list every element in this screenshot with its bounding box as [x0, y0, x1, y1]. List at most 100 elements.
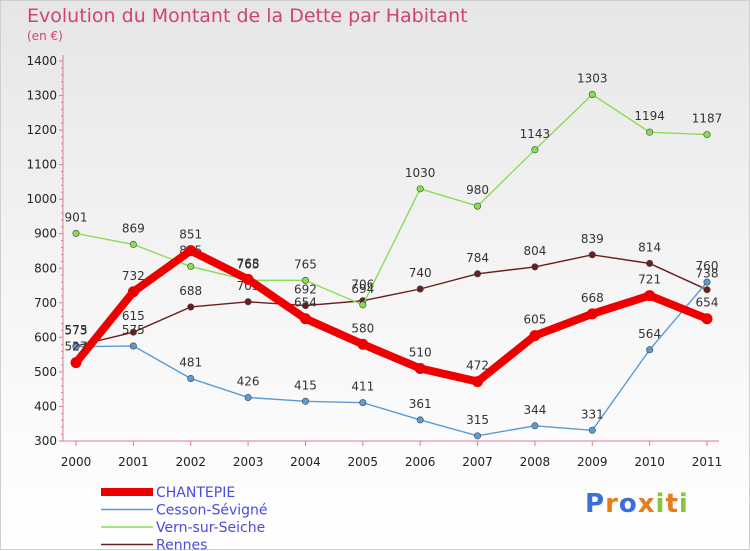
- data-point-cesson-sevigne: [417, 417, 423, 423]
- data-label-rennes: 692: [294, 283, 317, 297]
- logo-letter: i: [656, 489, 666, 519]
- data-label-cesson-sevigne: 481: [179, 355, 202, 369]
- data-point-chantepie: [587, 308, 598, 319]
- x-tick-label: 2007: [462, 455, 493, 469]
- data-point-chantepie: [300, 313, 311, 324]
- data-label-vern-sur-seiche: 869: [122, 221, 145, 235]
- data-point-chantepie: [644, 290, 655, 301]
- data-point-rennes: [245, 299, 251, 305]
- data-label-chantepie: 851: [179, 228, 202, 242]
- x-tick-label: 2004: [290, 455, 321, 469]
- data-label-vern-sur-seiche: 1143: [520, 127, 551, 141]
- data-label-cesson-sevigne: 415: [294, 378, 317, 392]
- logo-letter: P: [585, 489, 605, 519]
- data-label-rennes: 784: [466, 251, 489, 265]
- y-tick-label: 1200: [26, 123, 57, 137]
- data-label-chantepie: 605: [523, 313, 546, 327]
- data-point-vern-sur-seiche: [302, 277, 308, 283]
- y-tick-label: 1400: [26, 54, 57, 68]
- data-point-rennes: [532, 264, 538, 270]
- data-label-chantepie: 472: [466, 359, 489, 373]
- x-tick-label: 2003: [233, 455, 264, 469]
- data-point-cesson-sevigne: [532, 423, 538, 429]
- data-label-cesson-sevigne: 573: [65, 324, 88, 338]
- data-label-vern-sur-seiche: 1187: [692, 112, 723, 126]
- data-point-chantepie: [357, 339, 368, 350]
- data-point-chantepie: [128, 286, 139, 297]
- data-point-cesson-sevigne: [474, 433, 480, 439]
- data-point-vern-sur-seiche: [417, 186, 423, 192]
- data-point-cesson-sevigne: [704, 279, 710, 285]
- y-tick-label: 800: [34, 261, 57, 275]
- data-point-rennes: [704, 286, 710, 292]
- data-label-chantepie: 654: [696, 296, 719, 310]
- x-tick-label: 2009: [577, 455, 608, 469]
- y-tick-label: 1300: [26, 89, 57, 103]
- data-label-cesson-sevigne: 344: [523, 403, 546, 417]
- x-tick-label: 2006: [405, 455, 436, 469]
- data-label-chantepie: 527: [65, 340, 88, 354]
- data-label-cesson-sevigne: 575: [122, 323, 145, 337]
- data-label-vern-sur-seiche: 1030: [405, 166, 436, 180]
- logo-letter: t: [665, 489, 678, 519]
- data-label-vern-sur-seiche: 1194: [634, 109, 665, 123]
- data-point-vern-sur-seiche: [589, 91, 595, 97]
- data-point-chantepie: [415, 363, 426, 374]
- data-point-cesson-sevigne: [302, 398, 308, 404]
- data-point-vern-sur-seiche: [130, 241, 136, 247]
- logo-letter: x: [638, 489, 656, 519]
- y-tick-label: 1100: [26, 158, 57, 172]
- x-tick-label: 2011: [692, 455, 723, 469]
- legend-label-rennes: Rennes: [156, 538, 207, 551]
- data-point-rennes: [589, 252, 595, 258]
- logo-letter: r: [605, 489, 619, 519]
- logo-letter: o: [619, 489, 638, 519]
- data-point-vern-sur-seiche: [188, 263, 194, 269]
- data-label-cesson-sevigne: 760: [696, 259, 719, 273]
- y-tick-label: 700: [34, 296, 57, 310]
- data-label-rennes: 740: [409, 266, 432, 280]
- data-label-cesson-sevigne: 426: [237, 374, 260, 388]
- data-point-cesson-sevigne: [130, 343, 136, 349]
- proxiti-logo: Proxiti: [585, 489, 689, 519]
- y-tick-label: 600: [34, 330, 57, 344]
- data-point-vern-sur-seiche: [704, 131, 710, 137]
- data-point-rennes: [474, 271, 480, 277]
- data-point-rennes: [417, 286, 423, 292]
- data-point-vern-sur-seiche: [532, 147, 538, 153]
- y-tick-label: 500: [34, 365, 57, 379]
- data-point-vern-sur-seiche: [474, 203, 480, 209]
- data-label-chantepie: 668: [581, 291, 604, 305]
- data-point-cesson-sevigne: [188, 375, 194, 381]
- data-point-rennes: [646, 260, 652, 266]
- x-tick-label: 2010: [634, 455, 665, 469]
- logo-letter: i: [679, 489, 689, 519]
- data-point-vern-sur-seiche: [73, 230, 79, 236]
- data-point-cesson-sevigne: [646, 347, 652, 353]
- data-point-chantepie: [529, 330, 540, 341]
- data-label-vern-sur-seiche: 901: [65, 210, 88, 224]
- y-tick-label: 300: [34, 434, 57, 448]
- data-label-chantepie: 654: [294, 296, 317, 310]
- data-label-cesson-sevigne: 315: [466, 413, 489, 427]
- legend-label-cesson-sevigne: Cesson-Sévigné: [156, 503, 268, 519]
- data-label-vern-sur-seiche: 694: [351, 282, 374, 296]
- data-point-chantepie: [243, 274, 254, 285]
- data-label-rennes: 688: [179, 284, 202, 298]
- data-label-vern-sur-seiche: 980: [466, 183, 489, 197]
- y-tick-label: 400: [34, 399, 57, 413]
- data-label-cesson-sevigne: 411: [351, 380, 374, 394]
- x-tick-label: 2002: [175, 455, 206, 469]
- x-tick-label: 2008: [520, 455, 551, 469]
- data-label-rennes: 804: [523, 244, 546, 258]
- data-point-chantepie: [702, 313, 713, 324]
- legend-label-vern-sur-seiche: Vern-sur-Seiche: [156, 520, 265, 536]
- data-point-chantepie: [71, 357, 82, 368]
- x-tick-label: 2000: [61, 455, 92, 469]
- y-tick-label: 1000: [26, 192, 57, 206]
- data-label-chantepie: 732: [122, 269, 145, 283]
- data-label-vern-sur-seiche: 1303: [577, 72, 608, 86]
- data-point-chantepie: [185, 245, 196, 256]
